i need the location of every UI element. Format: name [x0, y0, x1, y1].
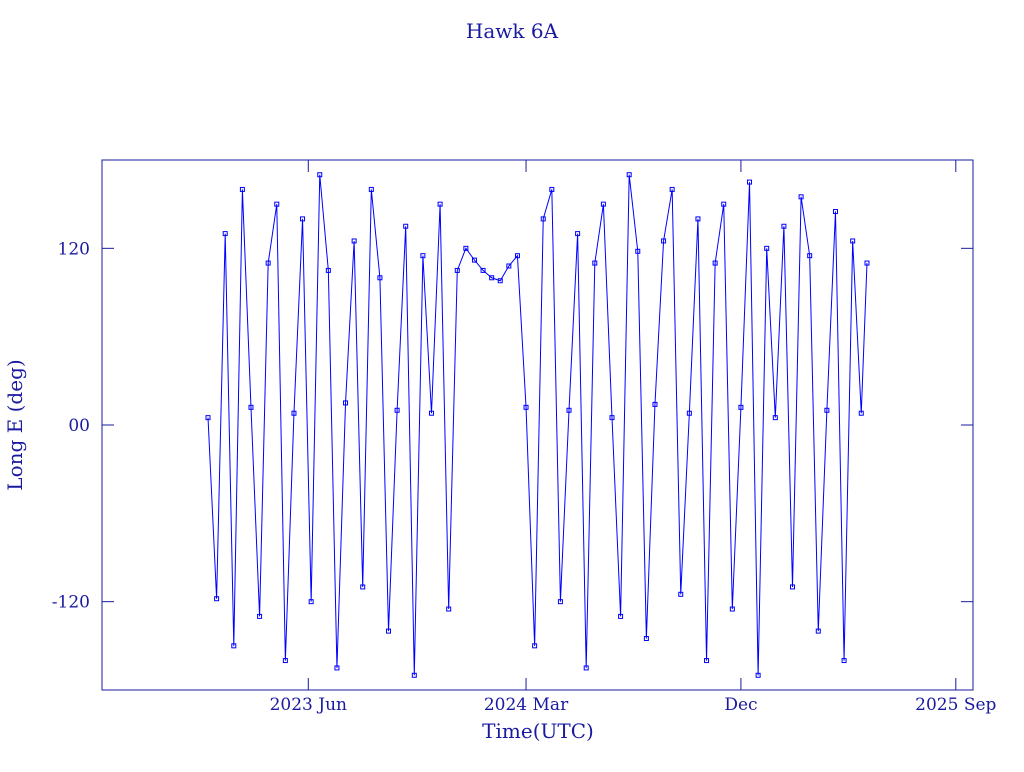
data-point [721, 201, 727, 207]
data-point [755, 672, 761, 678]
x-tick-label: 2024 Mar [484, 695, 569, 715]
data-point [334, 665, 340, 671]
x-axis-label: Time(UTC) [482, 719, 594, 743]
y-tick-label: -120 [52, 593, 90, 613]
data-point [282, 658, 288, 664]
data-point [403, 223, 409, 229]
data-point [858, 410, 864, 416]
data-point [411, 672, 417, 678]
data-point [265, 260, 271, 266]
data-point [274, 201, 280, 207]
data-point [864, 260, 870, 266]
data-point [652, 401, 658, 407]
data-point [695, 216, 701, 222]
data-point [386, 628, 392, 634]
data-point [239, 186, 245, 192]
data-point [205, 415, 211, 421]
data-point [360, 584, 366, 590]
data-point [308, 599, 314, 605]
data-point [764, 245, 770, 251]
chart-title: Hawk 6A [466, 19, 559, 43]
data-point [815, 628, 821, 634]
data-point [824, 407, 830, 413]
data-point [248, 404, 254, 410]
data-point [832, 209, 838, 215]
data-point [583, 665, 589, 671]
data-point [729, 606, 735, 612]
data-point [489, 275, 495, 281]
data-point [506, 263, 512, 269]
data-point [463, 245, 469, 251]
data-point [566, 407, 572, 413]
y-tick-label: 00 [68, 416, 90, 436]
data-point [222, 231, 228, 237]
data-point [394, 407, 400, 413]
data-point [317, 172, 323, 178]
data-point [678, 591, 684, 597]
data-point [377, 275, 383, 281]
data-point [437, 201, 443, 207]
data-point [609, 415, 615, 421]
data-point [325, 267, 331, 273]
data-point [480, 267, 486, 273]
data-point [618, 613, 624, 619]
data-point [686, 410, 692, 416]
data-point [557, 599, 563, 605]
data-point [626, 172, 632, 178]
data-line [207, 174, 868, 676]
data-point [368, 186, 374, 192]
data-point [850, 238, 856, 244]
data-point [454, 267, 460, 273]
x-tick-label: 2025 Sep [915, 695, 996, 715]
data-point [231, 643, 237, 649]
data-point [291, 410, 297, 416]
data-point [343, 400, 349, 406]
data-point [807, 253, 813, 259]
data-point [257, 613, 263, 619]
data-point [592, 260, 598, 266]
data-point [523, 404, 529, 410]
data-point [497, 278, 503, 284]
data-point [540, 216, 546, 222]
x-tick-label: 2023 Jun [270, 695, 347, 715]
y-axis-label: Long E (deg) [3, 359, 27, 490]
data-point [643, 635, 649, 641]
data-point [789, 584, 795, 590]
data-point [351, 238, 357, 244]
data-point [514, 253, 520, 259]
data-point [704, 658, 710, 664]
data-point [747, 179, 753, 185]
data-point [669, 186, 675, 192]
data-point [420, 253, 426, 259]
y-tick-label: 120 [58, 239, 90, 259]
data-point [600, 201, 606, 207]
data-point [300, 216, 306, 222]
data-point [841, 658, 847, 664]
data-point [549, 186, 555, 192]
data-point [471, 257, 477, 263]
data-point [428, 410, 434, 416]
data-point [772, 415, 778, 421]
data-point [635, 248, 641, 254]
data-point [532, 643, 538, 649]
data-point [214, 596, 220, 602]
data-point [446, 606, 452, 612]
data-point [798, 194, 804, 200]
x-tick-label: Dec [724, 695, 757, 715]
data-point [781, 223, 787, 229]
data-point [712, 260, 718, 266]
data-point [575, 231, 581, 237]
data-point [661, 238, 667, 244]
data-point [738, 404, 744, 410]
